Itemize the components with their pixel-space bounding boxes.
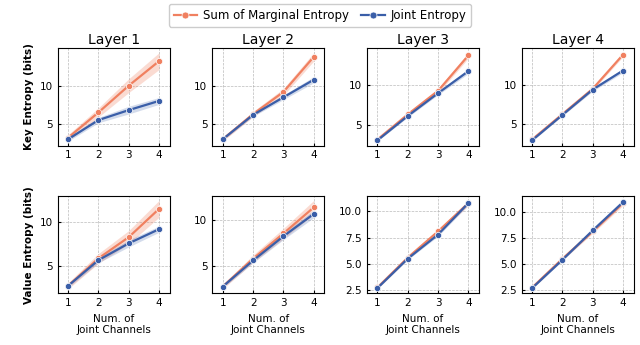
- X-axis label: Num. of
Joint Channels: Num. of Joint Channels: [540, 314, 615, 335]
- Title: Layer 3: Layer 3: [397, 33, 449, 47]
- Title: Layer 2: Layer 2: [243, 33, 294, 47]
- Y-axis label: Value Entropy (bits): Value Entropy (bits): [24, 186, 34, 304]
- X-axis label: Num. of
Joint Channels: Num. of Joint Channels: [76, 314, 151, 335]
- Legend: Sum of Marginal Entropy, Joint Entropy: Sum of Marginal Entropy, Joint Entropy: [169, 4, 471, 27]
- Title: Layer 4: Layer 4: [552, 33, 604, 47]
- X-axis label: Num. of
Joint Channels: Num. of Joint Channels: [385, 314, 460, 335]
- X-axis label: Num. of
Joint Channels: Num. of Joint Channels: [231, 314, 306, 335]
- Y-axis label: Key Entropy (bits): Key Entropy (bits): [24, 43, 34, 150]
- Title: Layer 1: Layer 1: [88, 33, 140, 47]
